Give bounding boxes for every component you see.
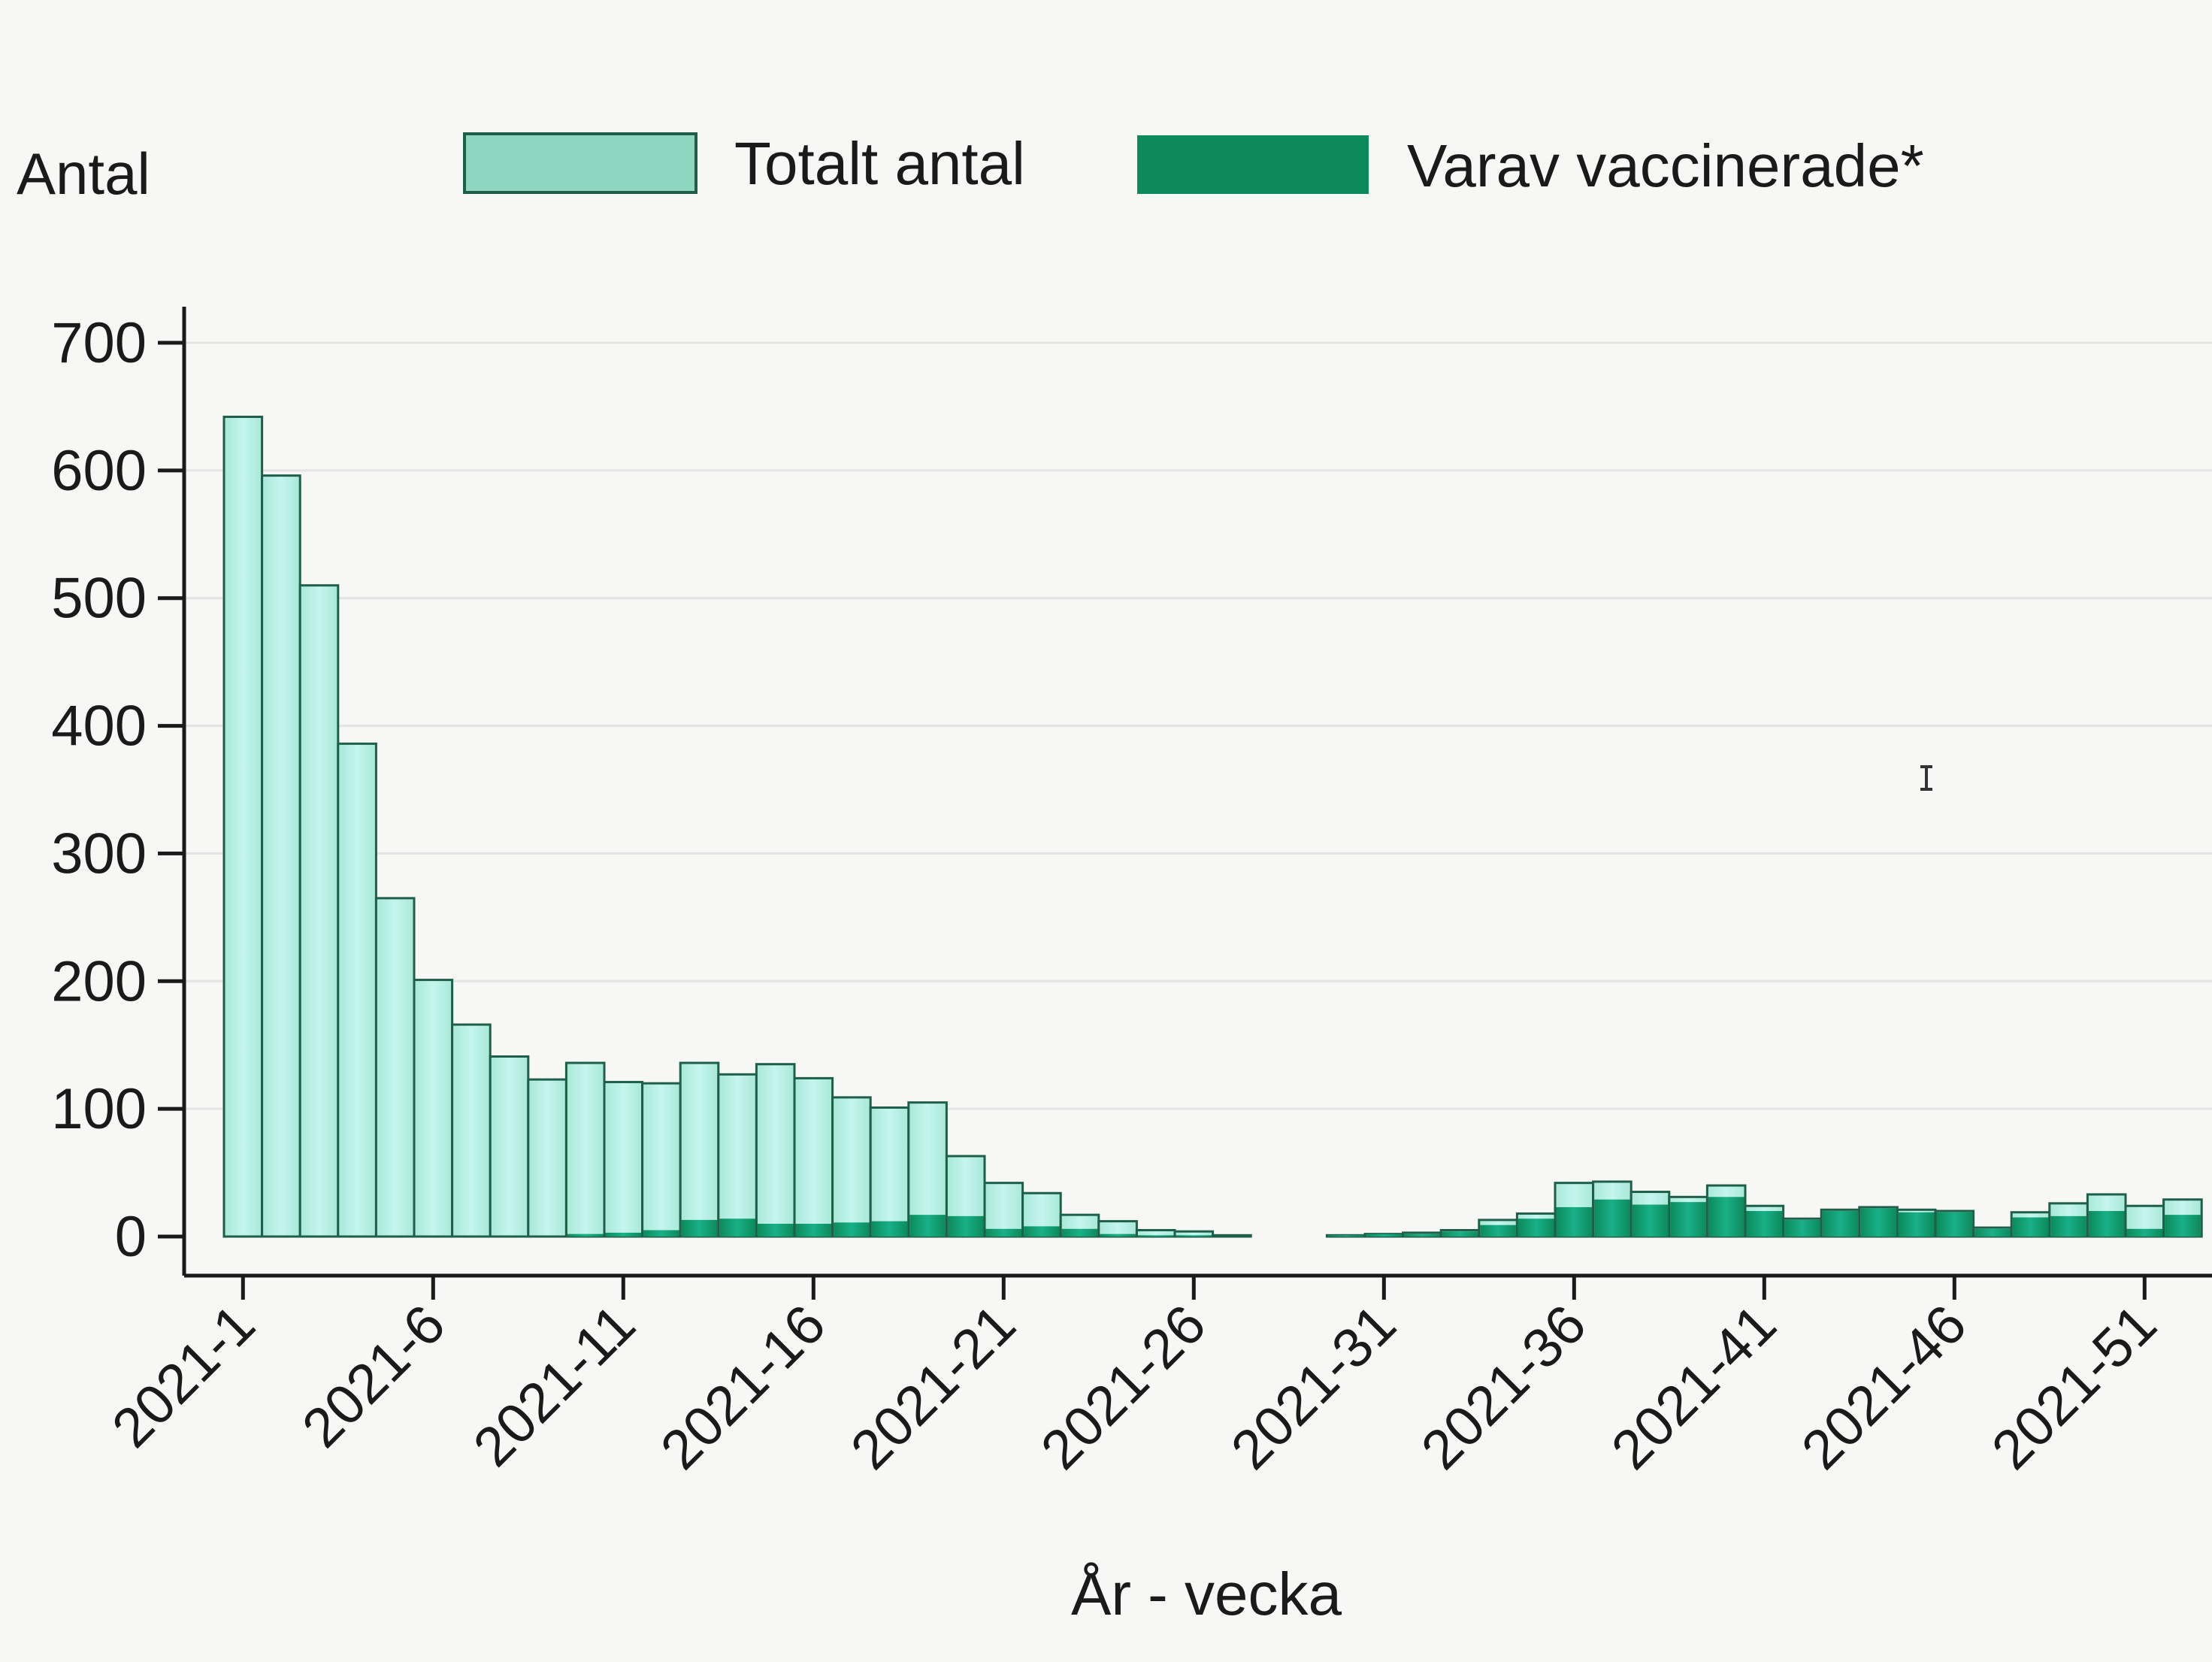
bar-total	[793, 1076, 834, 1238]
bar-total	[641, 1082, 682, 1238]
bar-vaccinated	[757, 1224, 794, 1237]
y-axis-title: Antal	[17, 141, 150, 207]
bar-vaccinated	[1137, 1235, 1174, 1237]
bar-vaccinated	[1746, 1211, 1783, 1237]
bar-vaccinated	[1822, 1211, 1859, 1237]
bar-total	[564, 1061, 606, 1238]
bar-vaccinated	[1594, 1199, 1630, 1237]
bar-vaccinated	[1366, 1234, 1403, 1237]
bar-vaccinated	[1670, 1202, 1706, 1237]
bar-vaccinated	[1632, 1204, 1669, 1237]
bar-vaccinated	[605, 1232, 642, 1237]
legend: Totalt antal Varav vaccinerade*	[463, 130, 1924, 199]
y-tick-label: 100	[51, 1077, 147, 1141]
bar-total	[717, 1073, 758, 1238]
axes	[182, 307, 2212, 1278]
bar-vaccinated	[2165, 1215, 2201, 1237]
bar-vaccinated	[1708, 1197, 1744, 1237]
bar-vaccinated	[1061, 1228, 1098, 1237]
bar-vaccinated	[1327, 1235, 1364, 1237]
bar-vaccinated	[1784, 1219, 1820, 1237]
bar-vaccinated	[1936, 1212, 1973, 1237]
bar-vaccinated	[834, 1222, 870, 1237]
bar-vaccinated	[1556, 1206, 1593, 1237]
bar-vaccinated	[1974, 1228, 2011, 1237]
bar-vaccinated	[1176, 1235, 1212, 1237]
bar-total	[755, 1063, 796, 1238]
bar-total	[527, 1078, 567, 1238]
bar-vaccinated	[909, 1215, 946, 1237]
y-tick-label: 700	[51, 311, 147, 375]
bar-vaccinated	[1480, 1225, 1516, 1237]
bar-vaccinated	[985, 1228, 1022, 1237]
bar-vaccinated	[1404, 1234, 1440, 1237]
y-axis-ticks: 0 100 200 300 400 500 600 700	[51, 311, 184, 1269]
legend-label-vaccinated: Varav vaccinerade*	[1407, 132, 1924, 199]
bar-vaccinated	[947, 1215, 984, 1237]
y-tick-label: 200	[51, 949, 147, 1013]
bar-vaccinated	[1100, 1234, 1136, 1237]
legend-swatch-total	[463, 132, 697, 194]
bar-total	[983, 1182, 1024, 1238]
bar-total	[298, 584, 340, 1238]
bar-total	[451, 1023, 492, 1238]
bar-total	[679, 1061, 720, 1238]
y-tick-label: 0	[115, 1205, 147, 1269]
bar-vaccinated	[2126, 1228, 2163, 1237]
bars	[222, 416, 2203, 1238]
bar-total	[869, 1106, 910, 1238]
y-tick-label: 600	[51, 439, 147, 503]
x-axis-title: År - vecka	[1071, 1561, 1342, 1627]
bar-total	[489, 1055, 530, 1238]
bar-vaccinated	[1024, 1226, 1060, 1237]
bar-total	[374, 897, 416, 1238]
bar-vaccinated	[719, 1218, 755, 1237]
bar-total	[222, 416, 264, 1238]
bar-vaccinated	[643, 1230, 679, 1237]
bar-vaccinated	[2088, 1211, 2125, 1237]
bar-vaccinated	[1898, 1212, 1935, 1237]
bar-vaccinated	[567, 1234, 604, 1237]
legend-label-total: Totalt antal	[734, 130, 1025, 197]
bar-vaccinated	[1860, 1208, 1896, 1237]
bar-vaccinated	[2012, 1217, 2049, 1237]
bar-total	[831, 1096, 872, 1238]
bar-total	[413, 979, 454, 1238]
bar-vaccinated	[871, 1221, 908, 1237]
bar-vaccinated	[1442, 1231, 1478, 1237]
bar-vaccinated	[2050, 1215, 2086, 1237]
bar-total	[337, 742, 377, 1238]
y-tick-label: 300	[51, 822, 147, 885]
y-tick-label: 400	[51, 695, 147, 758]
y-tick-label: 500	[51, 567, 147, 631]
bar-vaccinated	[1518, 1218, 1554, 1237]
text-cursor-icon	[1920, 765, 1932, 791]
bar-total	[261, 474, 301, 1238]
bar-vaccinated	[681, 1219, 718, 1237]
bar-total	[1212, 1234, 1252, 1238]
legend-swatch-vaccinated	[1137, 135, 1369, 194]
bar-vaccinated	[795, 1224, 832, 1237]
bar-total	[603, 1080, 644, 1238]
